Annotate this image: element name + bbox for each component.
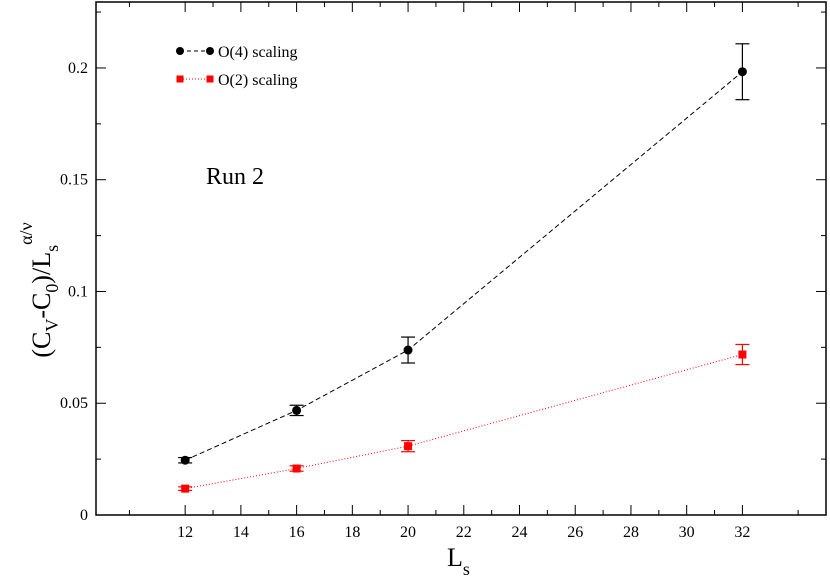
x-axis-label: Ls	[447, 543, 470, 578]
x-tick-label: 16	[289, 524, 305, 541]
data-point	[403, 345, 413, 355]
x-axis-label-sub: s	[463, 559, 470, 578]
legend-marker-o4-left	[176, 47, 184, 55]
y-label-sub-0: 0	[42, 284, 62, 293]
y-tick-label: 0.1	[68, 283, 88, 300]
y-tick-label: 0	[80, 507, 88, 524]
data-point	[180, 455, 190, 465]
x-tick-label: 20	[400, 524, 416, 541]
y-tick-label: 0.05	[60, 395, 88, 412]
x-axis-label-main: L	[447, 543, 463, 572]
x-tick-label: 32	[734, 524, 750, 541]
series-layer	[178, 43, 750, 493]
legend-marker-o4-right	[206, 47, 214, 55]
x-tick-label: 26	[567, 524, 583, 541]
x-tick-label: 30	[679, 524, 695, 541]
y-label-sup: α/ν	[16, 222, 36, 245]
y-label-mid2: )/L	[27, 252, 56, 284]
legend-marker-o2-right	[206, 75, 214, 83]
run-annotation: Run 2	[206, 164, 264, 190]
x-tick-label: 22	[456, 524, 472, 541]
y-axis-label: (CV-C0)/Ls α/ν	[16, 222, 62, 357]
y-label-sub-v: V	[42, 319, 62, 332]
legend-label-o4: O(4) scaling	[218, 44, 298, 61]
series-line-0	[184, 71, 743, 461]
data-point	[292, 464, 301, 473]
data-point	[737, 67, 747, 77]
y-tick-label: 0.2	[68, 60, 88, 77]
legend-marker-o2-left	[176, 75, 184, 83]
data-point	[738, 350, 747, 359]
y-label-mid: -C	[27, 293, 56, 319]
series-line-1	[185, 354, 743, 490]
y-tick-label: 0.15	[60, 172, 88, 189]
x-tick-label: 28	[623, 524, 639, 541]
legend-label-o2: O(2) scaling	[218, 72, 298, 89]
x-tick-label: 18	[344, 524, 360, 541]
axes-layer: 12 14 16 18 20 22 24 26 28 30 32 0 0.05 0.1 0.15 0.2	[60, 1, 827, 541]
data-point	[404, 442, 413, 451]
plot-frame	[95, 1, 827, 516]
y-label-open: (C	[27, 332, 56, 358]
y-label-sub-s: s	[42, 245, 62, 252]
x-tick-label: 12	[177, 524, 193, 541]
x-tick-label: 24	[512, 524, 528, 541]
x-tick-label: 14	[233, 524, 249, 541]
legend: O(4) scaling O(2) scaling	[176, 44, 298, 89]
data-point	[181, 484, 190, 493]
data-point	[292, 405, 302, 415]
